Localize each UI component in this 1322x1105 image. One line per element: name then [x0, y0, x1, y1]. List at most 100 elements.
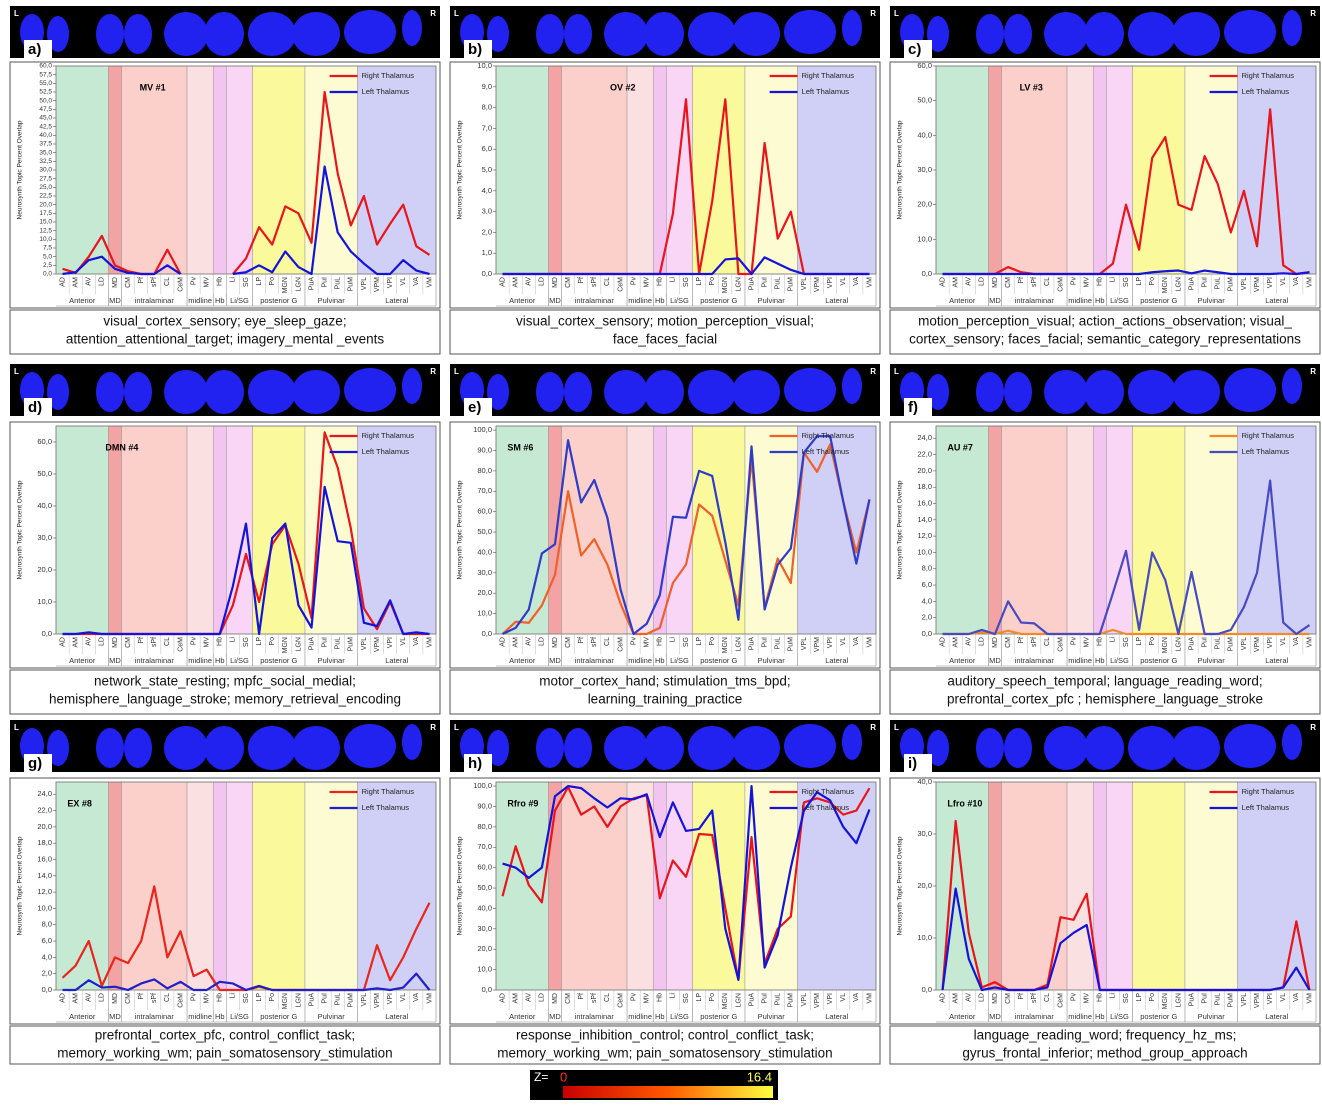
x-tick-label: LGN — [295, 637, 302, 651]
brain-slice — [248, 726, 296, 770]
x-tick-label: MV — [204, 277, 211, 288]
caption-line: prefrontal_cortex_pfc ; hemisphere_langu… — [947, 692, 1263, 707]
group-band — [653, 66, 666, 274]
brain-slice — [292, 726, 340, 770]
x-tick-label: Po — [709, 993, 716, 1002]
x-tick-label: CL — [604, 993, 611, 1002]
x-tick-label: LP — [696, 277, 703, 286]
x-tick-label: CL — [164, 993, 171, 1002]
group-label: Pulvinar — [1198, 1012, 1226, 1021]
brain-slice — [402, 724, 422, 760]
x-tick-label: Pv — [630, 993, 637, 1002]
group-label: Pulvinar — [1198, 296, 1226, 305]
x-tick-label: PuL — [1215, 277, 1222, 290]
x-tick-label: CL — [1044, 993, 1051, 1002]
y-tick-label: 100,0 — [473, 425, 492, 434]
x-tick-label: Li — [670, 277, 677, 283]
group-band — [1002, 426, 1068, 634]
group-band — [56, 782, 108, 990]
x-tick-label: MGN — [722, 993, 729, 1009]
brain-slice — [124, 728, 152, 768]
x-tick-label: Pf — [138, 637, 145, 644]
y-tick-label: 60,0 — [477, 507, 492, 516]
group-label: posterior G — [260, 296, 297, 305]
x-tick-label: VL — [400, 993, 407, 1002]
x-tick-label: VM — [866, 993, 873, 1004]
y-tick-label: 60,0 — [477, 863, 492, 872]
x-tick-label: PuI — [1201, 993, 1208, 1004]
group-label: Hb — [215, 1012, 225, 1021]
y-tick-label: 18,0 — [37, 838, 52, 847]
chart-title: AU #7 — [947, 442, 973, 452]
caption-line: network_state_resting; mpfc_social_media… — [94, 674, 356, 689]
legend-label: Right Thalamus — [362, 431, 415, 440]
group-band — [187, 782, 213, 990]
x-tick-label: VA — [413, 277, 420, 286]
group-band — [1067, 782, 1093, 990]
y-tick-label: 0,0 — [922, 269, 932, 278]
x-tick-label: LGN — [735, 277, 742, 291]
chart-title: MV #1 — [140, 82, 166, 92]
group-band — [253, 66, 305, 274]
group-label: Pulvinar — [318, 1012, 346, 1021]
y-tick-label: 0,0 — [922, 629, 932, 638]
x-tick-label: VA — [853, 993, 860, 1002]
group-label: Lateral — [1265, 296, 1288, 305]
y-tick-label: 10,0 — [917, 933, 932, 942]
y-tick-label: 32,5 — [39, 158, 52, 165]
image-label-left: L — [454, 367, 459, 376]
brain-slice — [1172, 12, 1220, 56]
x-tick-label: CL — [604, 637, 611, 646]
x-tick-label: VM — [866, 277, 873, 288]
group-label: midline — [188, 656, 212, 665]
x-tick-label: sPf — [151, 993, 158, 1003]
chart-title: Lfro #10 — [947, 798, 982, 808]
group-label: Li/SG — [670, 656, 689, 665]
x-tick-label: PuA — [308, 637, 315, 651]
group-label: midline — [628, 656, 652, 665]
y-tick-label: 100,0 — [473, 781, 492, 790]
y-tick-label: 37,5 — [39, 141, 52, 148]
brain-slice — [732, 370, 780, 414]
x-tick-label: LP — [256, 637, 263, 646]
x-tick-label: VM — [1306, 637, 1313, 648]
group-label: Lateral — [385, 296, 408, 305]
brain-slice — [536, 728, 564, 768]
y-tick-label: 0,0 — [482, 269, 492, 278]
x-tick-label: VL — [400, 277, 407, 286]
x-tick-label: AV — [966, 993, 973, 1002]
legend-label: Right Thalamus — [1242, 431, 1295, 440]
x-tick-label: VPL — [361, 637, 368, 650]
x-tick-label: VM — [426, 277, 433, 288]
group-band — [1002, 66, 1068, 274]
x-tick-label: AV — [526, 277, 533, 286]
y-tick-label: 8,0 — [42, 920, 52, 929]
x-tick-label: LGN — [1175, 993, 1182, 1007]
group-label: posterior G — [700, 656, 737, 665]
x-tick-label: CeM — [1057, 277, 1064, 292]
legend-label: Left Thalamus — [802, 87, 850, 96]
group-band — [666, 66, 692, 274]
y-tick-label: 7,0 — [482, 123, 492, 132]
panel-label: i) — [908, 755, 917, 772]
y-tick-label: 9,0 — [482, 82, 492, 91]
x-tick-label: AV — [526, 993, 533, 1002]
y-tick-label: 30,0 — [477, 568, 492, 577]
y-axis-label: Neurosynth Topic Percent Overlap — [17, 836, 24, 935]
x-tick-label: VPM — [1254, 277, 1261, 292]
group-band — [1093, 66, 1106, 274]
y-tick-label: 10,0 — [477, 61, 492, 70]
brain-slice — [1084, 370, 1124, 414]
x-tick-label: AV — [966, 277, 973, 286]
group-label: midline — [188, 1012, 212, 1021]
y-axis-label: Neurosynth Topic Percent Overlap — [457, 120, 464, 219]
brain-slice — [248, 370, 296, 414]
brain-slice — [292, 12, 340, 56]
x-tick-label: Po — [269, 637, 276, 646]
y-tick-label: 8,0 — [922, 564, 932, 573]
x-tick-label: VM — [1306, 993, 1313, 1004]
x-tick-label: Li — [670, 993, 677, 999]
x-tick-label: MV — [1084, 277, 1091, 288]
y-tick-label: 2,5 — [43, 262, 52, 269]
group-band — [253, 782, 305, 990]
